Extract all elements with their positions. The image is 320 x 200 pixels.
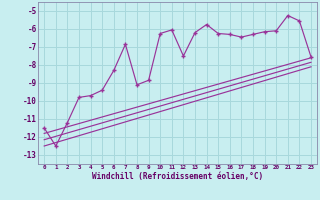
X-axis label: Windchill (Refroidissement éolien,°C): Windchill (Refroidissement éolien,°C): [92, 172, 263, 181]
